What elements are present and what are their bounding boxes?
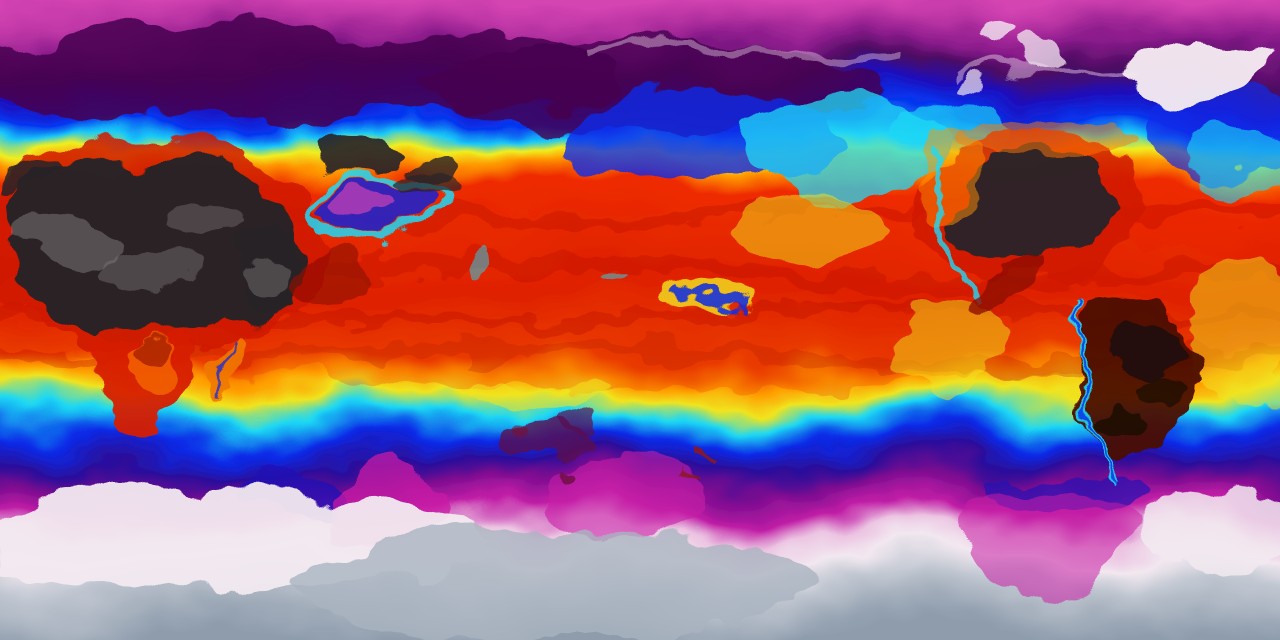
tibetan-plateau-magenta-core bbox=[334, 192, 406, 222]
australia-north-warm-fringe bbox=[470, 386, 610, 410]
sahara-gray-streak bbox=[95, 250, 205, 286]
rockies-cool-ridge bbox=[929, 149, 981, 300]
antarctic-coast-white-tongue bbox=[1130, 490, 1280, 570]
subantarctic-magenta-band bbox=[950, 490, 1130, 590]
southern-hemisphere-overlays bbox=[0, 462, 1280, 640]
tasmania-cold-patch bbox=[554, 467, 568, 477]
amazon-hot-saturation-patch bbox=[1116, 326, 1180, 378]
antarctic-interior-gray-dome bbox=[300, 530, 820, 640]
north-america-hot-saturation-zone bbox=[951, 146, 1109, 265]
central-asia-hot-patch bbox=[302, 134, 414, 178]
canadian-arctic-ice-patch bbox=[952, 78, 984, 94]
canadian-arctic-ice-patch bbox=[974, 30, 1026, 54]
north-america-west-orange-fringe bbox=[917, 130, 973, 210]
east-pacific-yellow-swirl bbox=[895, 297, 1005, 393]
south-america-hot-saturation-patch bbox=[1104, 412, 1144, 444]
atlantic-yellow-swirl bbox=[1188, 255, 1280, 405]
southeast-asia-highland-cool bbox=[459, 243, 481, 281]
sahara-hot-saturation-zone bbox=[9, 158, 299, 342]
arctic-cloud-wisp bbox=[599, 44, 901, 59]
iberia-hot-patch bbox=[4, 169, 52, 195]
new-zealand-north-island bbox=[693, 445, 722, 465]
subantarctic-magenta-band bbox=[550, 462, 700, 538]
arctic-cloud-wisp bbox=[949, 66, 1131, 78]
andes-cold-ridge-core bbox=[1070, 299, 1118, 489]
new-guinea-highland-ridge bbox=[667, 293, 749, 315]
mexico-hot-patch bbox=[964, 262, 1040, 310]
continental-features bbox=[0, 122, 1188, 490]
canadian-arctic-ice-patch bbox=[1026, 50, 1066, 70]
east-pacific-yellow-swirl bbox=[740, 198, 890, 258]
new-zealand-south-island bbox=[678, 463, 704, 485]
india-hot-patch bbox=[292, 248, 368, 296]
north-america-north-orange-fringe bbox=[945, 122, 1125, 158]
sahara-gray-streak bbox=[8, 220, 132, 264]
tibet-cyan-rim bbox=[312, 175, 448, 243]
madagascar-highland-ridge bbox=[222, 345, 231, 405]
greenland-ice-sheet bbox=[1122, 28, 1263, 114]
australia-dark-speck bbox=[512, 425, 528, 435]
indonesia-highland-cool bbox=[586, 280, 614, 290]
australia-cold-night-patch bbox=[558, 413, 602, 435]
north-atlantic-cyan-fringe bbox=[1180, 140, 1280, 190]
arabia-gray-streak bbox=[246, 248, 290, 288]
southern-africa-hot-spot bbox=[128, 336, 172, 368]
south-america-hot-saturation-patch bbox=[1142, 376, 1178, 404]
gobi-hot-patch bbox=[402, 172, 462, 198]
sahara-gray-streak bbox=[165, 208, 245, 236]
